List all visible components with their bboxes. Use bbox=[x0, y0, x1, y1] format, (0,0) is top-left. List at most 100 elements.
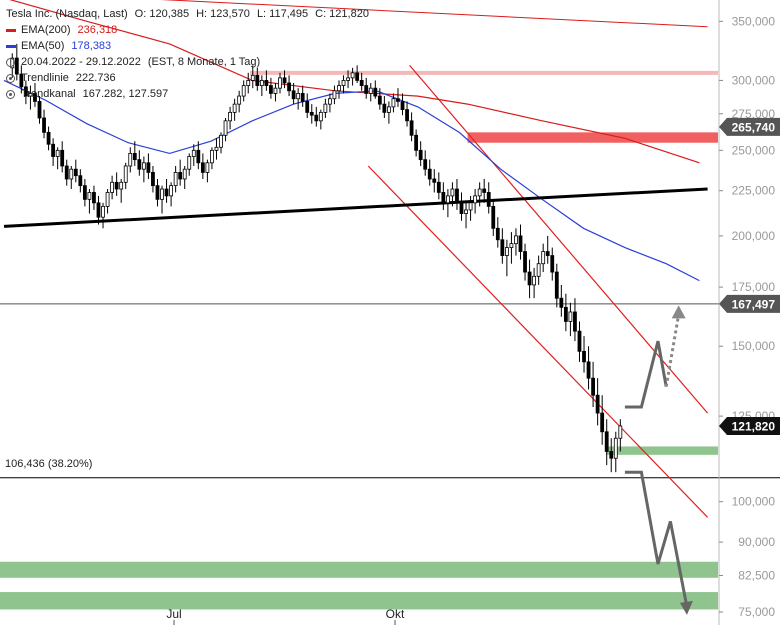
candle-121 bbox=[559, 284, 564, 317]
candle-83 bbox=[387, 101, 391, 124]
candle-body bbox=[427, 168, 432, 180]
candle-35 bbox=[169, 182, 173, 207]
candles-layer bbox=[10, 43, 623, 473]
candle-107 bbox=[495, 217, 500, 248]
candle-body bbox=[219, 134, 223, 148]
candle-42 bbox=[200, 153, 205, 179]
overlay-layer bbox=[624, 305, 693, 615]
candle-body bbox=[504, 247, 509, 256]
candle-2 bbox=[19, 65, 24, 94]
trendkanal-icon bbox=[6, 89, 15, 99]
candle-body bbox=[259, 80, 264, 86]
candle-body bbox=[527, 271, 532, 286]
candle-body bbox=[545, 251, 550, 256]
candle-body bbox=[137, 159, 142, 170]
trendline-value: 222.736 bbox=[75, 72, 116, 84]
candle-body bbox=[214, 146, 219, 151]
price-tag-label: 167,497 bbox=[732, 297, 776, 311]
candle-112 bbox=[518, 224, 523, 260]
candle-60 bbox=[282, 70, 287, 89]
clock-icon bbox=[6, 57, 15, 67]
candle-body bbox=[441, 192, 446, 204]
legend-low: L: 117,495 bbox=[256, 8, 309, 20]
candle-124 bbox=[573, 298, 577, 342]
candle-body bbox=[237, 95, 242, 105]
trendkanal-label: Trendkanal bbox=[21, 88, 76, 100]
candle-body bbox=[69, 168, 74, 180]
candle-body bbox=[600, 412, 605, 433]
candle-body bbox=[409, 120, 414, 136]
candle-84 bbox=[391, 93, 396, 113]
candle-body bbox=[23, 86, 28, 97]
candle-92 bbox=[427, 159, 432, 186]
candle-28 bbox=[137, 150, 142, 176]
candle-59 bbox=[278, 72, 282, 94]
price-tag-label: 265,740 bbox=[732, 120, 776, 134]
candle-81 bbox=[377, 88, 382, 110]
candle-body bbox=[255, 74, 260, 86]
candle-14 bbox=[73, 159, 78, 183]
x-axis: Jul Okt bbox=[166, 607, 405, 625]
candle-110 bbox=[509, 232, 514, 264]
candle-body bbox=[418, 149, 423, 161]
scenario-up-arrow bbox=[624, 340, 668, 409]
candle-18 bbox=[92, 185, 96, 210]
candle-body bbox=[346, 77, 350, 81]
candle-38 bbox=[182, 165, 187, 190]
candle-body bbox=[309, 111, 314, 116]
ema50-swatch bbox=[6, 44, 16, 48]
candle-73 bbox=[341, 75, 346, 94]
scenario-up-arrowhead bbox=[671, 305, 686, 319]
candle-body bbox=[119, 181, 124, 190]
candle-4 bbox=[28, 85, 33, 110]
candle-12 bbox=[64, 159, 69, 186]
candle-body bbox=[568, 311, 573, 322]
legend-ema50-row: EMA(50) 178,383 bbox=[6, 38, 369, 54]
candle-6 bbox=[37, 96, 42, 124]
candle-body bbox=[323, 103, 328, 113]
candle-body bbox=[19, 73, 24, 88]
candle-33 bbox=[160, 185, 164, 214]
candle-95 bbox=[441, 182, 446, 210]
candle-93 bbox=[432, 169, 437, 193]
candle-body bbox=[241, 85, 246, 97]
candle-88 bbox=[409, 112, 414, 142]
candle-48 bbox=[228, 106, 232, 130]
y-tick-label: 75,000 bbox=[738, 605, 775, 619]
candle-98 bbox=[455, 178, 459, 210]
candle-65 bbox=[305, 93, 310, 118]
y-tick-label: 175,000 bbox=[732, 280, 776, 294]
candle-34 bbox=[164, 178, 169, 203]
candle-body bbox=[491, 205, 496, 229]
candle-100 bbox=[464, 202, 468, 229]
candle-26 bbox=[128, 147, 133, 173]
candle-102 bbox=[473, 189, 478, 214]
y-tick-label: 90,000 bbox=[738, 535, 775, 549]
candle-body bbox=[200, 162, 205, 173]
candle-41 bbox=[196, 141, 201, 170]
price-tag-bg bbox=[719, 117, 780, 136]
candle-75 bbox=[350, 67, 355, 86]
candle-96 bbox=[445, 189, 450, 218]
black-trendline bbox=[3, 187, 708, 228]
candle-117 bbox=[541, 243, 546, 273]
candle-55 bbox=[259, 75, 264, 97]
candle-body bbox=[250, 74, 255, 81]
candle-body bbox=[473, 195, 478, 204]
candle-114 bbox=[527, 259, 532, 299]
candle-body bbox=[482, 188, 487, 193]
legend-open: O: 120,385 bbox=[134, 8, 190, 20]
candle-52 bbox=[246, 72, 251, 94]
candle-body bbox=[373, 87, 378, 97]
candle-37 bbox=[178, 159, 183, 186]
candle-29 bbox=[141, 156, 146, 183]
x-tick-label: Okt bbox=[386, 607, 405, 621]
candle-53 bbox=[250, 65, 255, 89]
candle-44 bbox=[210, 147, 214, 170]
candle-27 bbox=[132, 141, 137, 166]
scenario-down-arrowhead bbox=[679, 600, 693, 615]
candle-body bbox=[33, 93, 37, 102]
candle-body bbox=[591, 377, 595, 396]
candle-body bbox=[232, 103, 237, 113]
